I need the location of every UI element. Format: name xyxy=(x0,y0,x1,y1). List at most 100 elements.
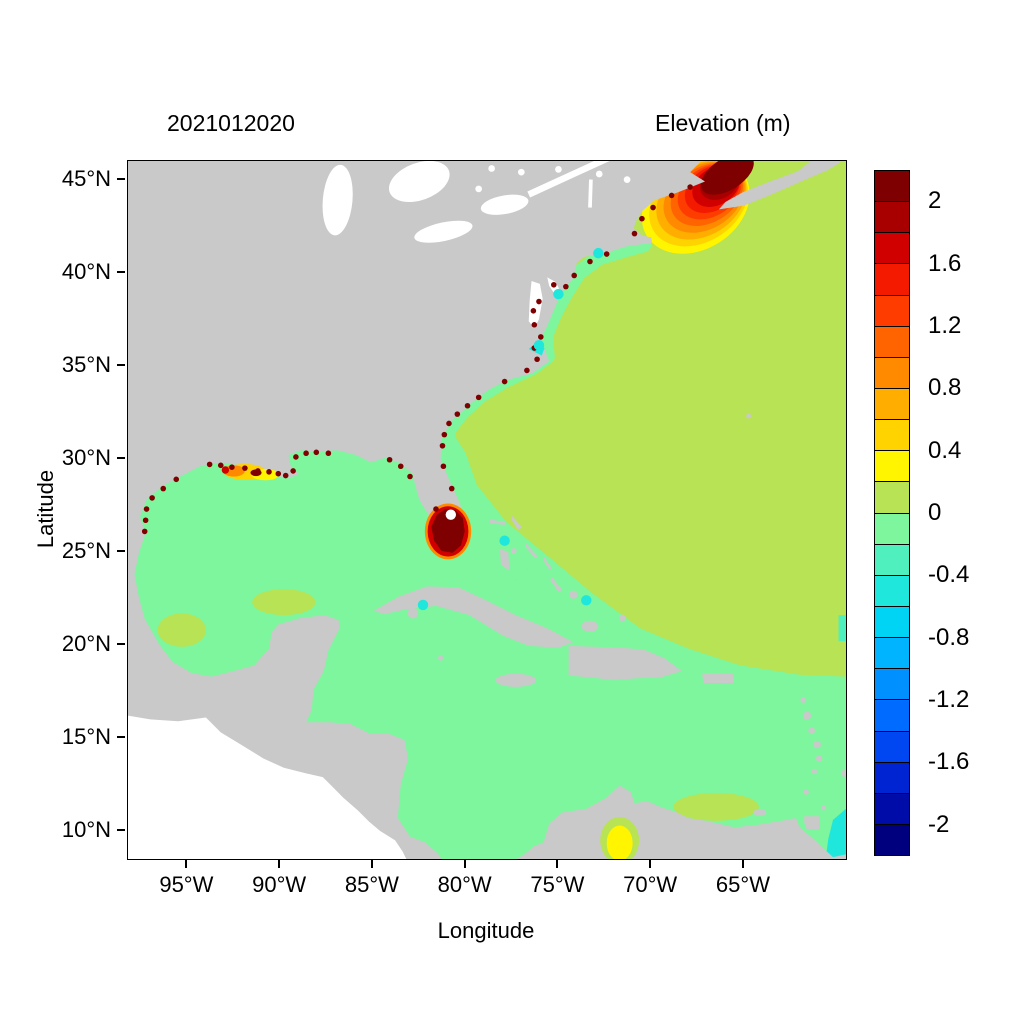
st-vincent xyxy=(811,768,818,775)
colorbar-segment xyxy=(874,699,910,732)
y-tick-mark xyxy=(117,270,125,273)
x-tick-label: 75°W xyxy=(530,872,585,897)
y-tick-mark xyxy=(117,549,125,552)
coastal-extreme-speckle xyxy=(293,454,299,460)
coastal-extreme-speckle xyxy=(229,464,235,470)
x-tick-label: 85°W xyxy=(344,872,399,897)
coastal-extreme-speckle xyxy=(639,215,645,222)
colorbar-tick-label: 0.8 xyxy=(928,374,962,402)
x-tick-mark xyxy=(463,860,466,868)
colorbar-tick-label: -1.6 xyxy=(928,748,970,776)
south-florida-hotspot xyxy=(424,503,472,560)
y-tick-mark xyxy=(117,642,125,645)
coastal-extreme-speckle xyxy=(534,356,540,363)
lake-okeechobee xyxy=(445,509,457,520)
jamaica xyxy=(495,673,537,687)
abaco xyxy=(511,514,523,530)
colorbar-tick-label: 0.4 xyxy=(928,436,962,464)
chesapeake-bay xyxy=(528,281,543,329)
margarita xyxy=(753,809,767,816)
x-tick-label: 70°W xyxy=(623,872,678,897)
great-lakes xyxy=(322,161,610,243)
colorbar-segment xyxy=(874,419,910,452)
coastal-extreme-speckle xyxy=(303,450,309,457)
coastal-extreme-speckle xyxy=(551,281,557,288)
y-tick-mark xyxy=(117,736,125,738)
colorbar-tick-label: 1.6 xyxy=(928,249,962,277)
long-island-bahamas xyxy=(550,577,563,592)
colorbar-tick-label: 2 xyxy=(928,187,942,215)
coastal-extreme-speckle xyxy=(439,442,446,449)
coastal-extreme-speckle xyxy=(464,402,471,409)
coastal-extreme-speckle xyxy=(441,431,448,438)
estuary-cyan-patch xyxy=(593,247,604,259)
maracaibo-yellow-core xyxy=(606,825,633,859)
right-edge-aquamarine-patch xyxy=(838,615,846,642)
barbados xyxy=(840,770,846,777)
colorbar-tick-label: 0 xyxy=(928,499,942,526)
new-providence xyxy=(511,548,517,554)
turks-islands xyxy=(619,614,626,622)
lake-huron xyxy=(388,161,450,203)
colorbar-segment xyxy=(874,761,910,794)
colorbar-segment xyxy=(874,792,910,825)
y-tick-label: 15°N xyxy=(61,724,111,749)
inland-lake-dot xyxy=(595,170,603,178)
x-tick-mark xyxy=(556,860,559,868)
little-bahama-bank-patch xyxy=(461,510,500,531)
coastal-extreme-speckle xyxy=(524,367,530,374)
colorbar-segment xyxy=(874,450,910,483)
x-tick-mark xyxy=(278,860,281,868)
coastal-extreme-speckle xyxy=(143,506,150,512)
florida-darkred-core xyxy=(431,509,465,553)
andros xyxy=(499,549,510,571)
colorbar-segment xyxy=(874,232,910,265)
lake-ontario xyxy=(480,194,529,215)
x-tick-label: 95°W xyxy=(159,872,214,897)
coastal-extreme-speckle xyxy=(255,468,261,474)
x-tick-label: 65°W xyxy=(715,872,770,897)
coastal-extreme-speckle xyxy=(397,463,404,470)
coastal-extreme-speckle xyxy=(141,528,148,535)
inland-lake-dot xyxy=(488,165,495,172)
coastal-extreme-speckle xyxy=(242,465,248,471)
x-axis-label: Longitude xyxy=(437,918,535,943)
st-lucia xyxy=(815,755,823,762)
coastal-extreme-speckle xyxy=(386,456,393,463)
coastal-extreme-speckle xyxy=(206,461,213,468)
estuary-cyan-patch xyxy=(533,340,545,351)
cat-island xyxy=(542,557,552,570)
colorbar xyxy=(874,170,910,857)
y-axis-label: Latitude xyxy=(33,469,58,549)
estuary-cyan-patch xyxy=(417,599,429,611)
coastal-extreme-speckle xyxy=(501,378,508,385)
tobago xyxy=(821,805,827,811)
x-tick-mark xyxy=(185,860,188,868)
coastal-extreme-speckle xyxy=(266,469,272,475)
lake-michigan xyxy=(322,164,353,236)
coastal-extreme-speckle xyxy=(433,506,439,512)
pacific-nodata-region xyxy=(128,715,407,859)
martinique xyxy=(813,740,821,749)
great-bahama-bank-patch xyxy=(469,542,529,584)
puerto-rico xyxy=(702,672,734,684)
x-tick-mark xyxy=(741,860,744,868)
surge-contour-max xyxy=(700,161,754,195)
colorbar-tick-label: -1.2 xyxy=(928,686,970,714)
grenada xyxy=(803,789,809,795)
crooked-island xyxy=(569,590,578,599)
eleuthera xyxy=(525,543,539,559)
y-tick-label: 25°N xyxy=(61,537,111,563)
coastal-extreme-speckle xyxy=(454,411,461,417)
coastal-extreme-speckle xyxy=(440,463,447,470)
lake-champlain xyxy=(588,179,593,208)
elevation-map xyxy=(128,161,846,859)
southeast-corner-turquoise-patch xyxy=(825,808,846,859)
coastal-extreme-speckle xyxy=(282,472,289,479)
coastal-extreme-speckle xyxy=(563,283,569,290)
plot-date-title: 2021012020 xyxy=(167,110,295,136)
coastal-extreme-speckle xyxy=(538,334,544,340)
inland-lake-dot xyxy=(623,176,631,183)
y-tick-label: 40°N xyxy=(61,258,111,284)
colorbar-segment xyxy=(874,263,910,296)
